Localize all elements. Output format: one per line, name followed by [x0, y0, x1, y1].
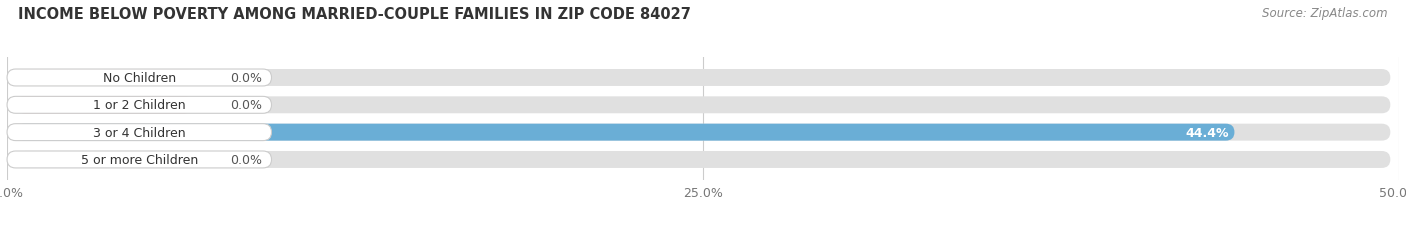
Text: INCOME BELOW POVERTY AMONG MARRIED-COUPLE FAMILIES IN ZIP CODE 84027: INCOME BELOW POVERTY AMONG MARRIED-COUPL… — [18, 7, 692, 22]
FancyBboxPatch shape — [7, 70, 271, 87]
FancyBboxPatch shape — [15, 124, 1391, 141]
Text: 0.0%: 0.0% — [229, 72, 262, 85]
FancyBboxPatch shape — [15, 124, 1234, 141]
FancyBboxPatch shape — [15, 70, 1391, 87]
FancyBboxPatch shape — [15, 151, 193, 168]
Text: 0.0%: 0.0% — [229, 153, 262, 166]
Text: 0.0%: 0.0% — [229, 99, 262, 112]
Text: 3 or 4 Children: 3 or 4 Children — [93, 126, 186, 139]
FancyBboxPatch shape — [15, 151, 1391, 168]
FancyBboxPatch shape — [15, 97, 1391, 114]
Text: 1 or 2 Children: 1 or 2 Children — [93, 99, 186, 112]
Text: No Children: No Children — [103, 72, 176, 85]
Text: 5 or more Children: 5 or more Children — [80, 153, 198, 166]
FancyBboxPatch shape — [7, 151, 271, 168]
FancyBboxPatch shape — [7, 97, 271, 114]
Text: 44.4%: 44.4% — [1185, 126, 1229, 139]
FancyBboxPatch shape — [15, 70, 193, 87]
FancyBboxPatch shape — [15, 97, 193, 114]
Text: Source: ZipAtlas.com: Source: ZipAtlas.com — [1263, 7, 1388, 20]
FancyBboxPatch shape — [7, 124, 271, 141]
